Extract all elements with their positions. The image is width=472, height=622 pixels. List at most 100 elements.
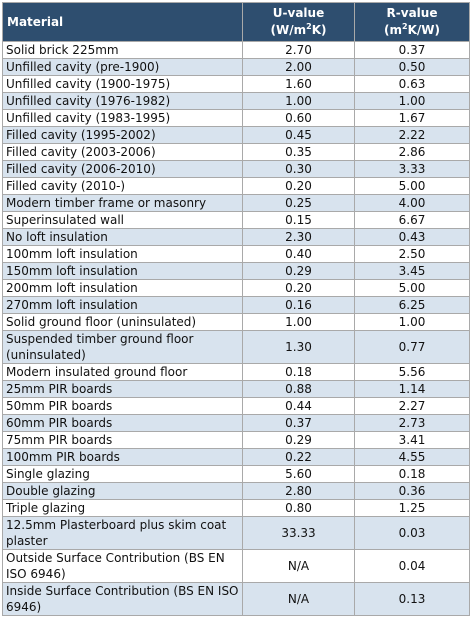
material-cell: Double glazing xyxy=(2,482,243,500)
material-cell: Single glazing xyxy=(2,465,243,483)
u-value-cell: 33.33 xyxy=(242,516,355,550)
material-cell: Unfilled cavity (pre-1900) xyxy=(2,58,243,76)
u-value-cell: 0.60 xyxy=(242,109,355,127)
r-value-cell: 3.41 xyxy=(354,431,470,449)
u-value-cell: 0.20 xyxy=(242,279,355,297)
header-material: Material xyxy=(2,2,243,42)
material-cell: Outside Surface Contribution (BS EN ISO … xyxy=(2,549,243,583)
table-row: 100mm loft insulation 0.40 2.50 xyxy=(2,245,470,263)
u-value-cell: 0.29 xyxy=(242,262,355,280)
table-row: Modern insulated ground floor 0.18 5.56 xyxy=(2,363,470,381)
table-row: Unfilled cavity (1900-1975) 1.60 0.63 xyxy=(2,75,470,93)
material-cell: Superinsulated wall xyxy=(2,211,243,229)
u-value-cell: 2.70 xyxy=(242,41,355,59)
table-row: 75mm PIR boards 0.29 3.41 xyxy=(2,431,470,449)
r-value-cell: 1.14 xyxy=(354,380,470,398)
table-row: Filled cavity (2006-2010) 0.30 3.33 xyxy=(2,160,470,178)
r-value-cell: 5.56 xyxy=(354,363,470,381)
material-cell: 60mm PIR boards xyxy=(2,414,243,432)
table-row: Superinsulated wall 0.15 6.67 xyxy=(2,211,470,229)
material-cell: Filled cavity (1995-2002) xyxy=(2,126,243,144)
table-row: Filled cavity (2010-) 0.20 5.00 xyxy=(2,177,470,195)
table-row: Filled cavity (1995-2002) 0.45 2.22 xyxy=(2,126,470,144)
material-cell: Inside Surface Contribution (BS EN ISO 6… xyxy=(2,582,243,616)
r-value-cell: 2.73 xyxy=(354,414,470,432)
header-row: Material U-value (W/m2K) R-value (m2K/W) xyxy=(2,2,470,42)
u-value-cell: 0.37 xyxy=(242,414,355,432)
table-row: 25mm PIR boards 0.88 1.14 xyxy=(2,380,470,398)
r-value-cell: 2.22 xyxy=(354,126,470,144)
r-value-cell: 0.18 xyxy=(354,465,470,483)
r-value-cell: 5.00 xyxy=(354,177,470,195)
u-value-cell: 0.22 xyxy=(242,448,355,466)
table-row: Unfilled cavity (1976-1982) 1.00 1.00 xyxy=(2,92,470,110)
r-value-cell: 2.27 xyxy=(354,397,470,415)
r-value-cell: 3.33 xyxy=(354,160,470,178)
table-header: Material U-value (W/m2K) R-value (m2K/W) xyxy=(2,2,470,42)
r-value-cell: 1.25 xyxy=(354,499,470,517)
r-value-cell: 0.77 xyxy=(354,330,470,364)
u-value-cell: 0.35 xyxy=(242,143,355,161)
table-row: 50mm PIR boards 0.44 2.27 xyxy=(2,397,470,415)
r-value-cell: 0.63 xyxy=(354,75,470,93)
r-value-cell: 6.25 xyxy=(354,296,470,314)
u-value-cell: 1.00 xyxy=(242,313,355,331)
material-cell: 150mm loft insulation xyxy=(2,262,243,280)
table-row: 100mm PIR boards 0.22 4.55 xyxy=(2,448,470,466)
table-row: 270mm loft insulation 0.16 6.25 xyxy=(2,296,470,314)
material-cell: 12.5mm Plasterboard plus skim coat plast… xyxy=(2,516,243,550)
table-row: Triple glazing 0.80 1.25 xyxy=(2,499,470,517)
table-row: 200mm loft insulation 0.20 5.00 xyxy=(2,279,470,297)
u-value-cell: 0.18 xyxy=(242,363,355,381)
material-cell: Modern insulated ground floor xyxy=(2,363,243,381)
u-value-cell: 2.30 xyxy=(242,228,355,246)
r-value-cell: 0.50 xyxy=(354,58,470,76)
u-value-cell: 0.40 xyxy=(242,245,355,263)
table-row: Solid ground floor (uninsulated) 1.00 1.00 xyxy=(2,313,470,331)
r-value-cell: 2.86 xyxy=(354,143,470,161)
table-row: No loft insulation 2.30 0.43 xyxy=(2,228,470,246)
material-cell: Unfilled cavity (1900-1975) xyxy=(2,75,243,93)
material-cell: 75mm PIR boards xyxy=(2,431,243,449)
r-value-cell: 3.45 xyxy=(354,262,470,280)
material-cell: 100mm PIR boards xyxy=(2,448,243,466)
u-value-cell: 0.80 xyxy=(242,499,355,517)
r-value-cell: 5.00 xyxy=(354,279,470,297)
u-value-table: Material U-value (W/m2K) R-value (m2K/W)… xyxy=(2,2,470,616)
r-value-cell: 0.43 xyxy=(354,228,470,246)
u-value-cell: N/A xyxy=(242,549,355,583)
material-cell: Filled cavity (2003-2006) xyxy=(2,143,243,161)
table-row: Double glazing 2.80 0.36 xyxy=(2,482,470,500)
r-value-cell: 6.67 xyxy=(354,211,470,229)
table-row: 150mm loft insulation 0.29 3.45 xyxy=(2,262,470,280)
header-u-value: U-value (W/m2K) xyxy=(242,2,355,42)
r-value-cell: 1.67 xyxy=(354,109,470,127)
table-row: Unfilled cavity (pre-1900) 2.00 0.50 xyxy=(2,58,470,76)
material-cell: 200mm loft insulation xyxy=(2,279,243,297)
material-cell: Suspended timber ground floor (uninsulat… xyxy=(2,330,243,364)
table-row: Single glazing 5.60 0.18 xyxy=(2,465,470,483)
r-value-cell: 0.13 xyxy=(354,582,470,616)
table-row: 12.5mm Plasterboard plus skim coat plast… xyxy=(2,516,470,550)
u-value-cell: 0.25 xyxy=(242,194,355,212)
material-cell: Filled cavity (2010-) xyxy=(2,177,243,195)
r-value-title: R-value xyxy=(386,6,438,20)
u-value-cell: 0.20 xyxy=(242,177,355,195)
r-value-cell: 0.36 xyxy=(354,482,470,500)
r-value-cell: 1.00 xyxy=(354,92,470,110)
table-body: Solid brick 225mm 2.70 0.37 Unfilled cavity… xyxy=(2,41,470,616)
material-cell: Filled cavity (2006-2010) xyxy=(2,160,243,178)
table-row: Outside Surface Contribution (BS EN ISO … xyxy=(2,549,470,583)
material-cell: Unfilled cavity (1983-1995) xyxy=(2,109,243,127)
u-value-cell: 2.80 xyxy=(242,482,355,500)
material-cell: 270mm loft insulation xyxy=(2,296,243,314)
u-value-unit: (W/m2K) xyxy=(270,22,327,38)
r-value-cell: 4.00 xyxy=(354,194,470,212)
material-cell: Solid ground floor (uninsulated) xyxy=(2,313,243,331)
u-value-cell: 1.60 xyxy=(242,75,355,93)
u-value-cell: 0.30 xyxy=(242,160,355,178)
material-cell: Unfilled cavity (1976-1982) xyxy=(2,92,243,110)
table-row: Unfilled cavity (1983-1995) 0.60 1.67 xyxy=(2,109,470,127)
u-value-cell: 2.00 xyxy=(242,58,355,76)
r-value-cell: 0.04 xyxy=(354,549,470,583)
